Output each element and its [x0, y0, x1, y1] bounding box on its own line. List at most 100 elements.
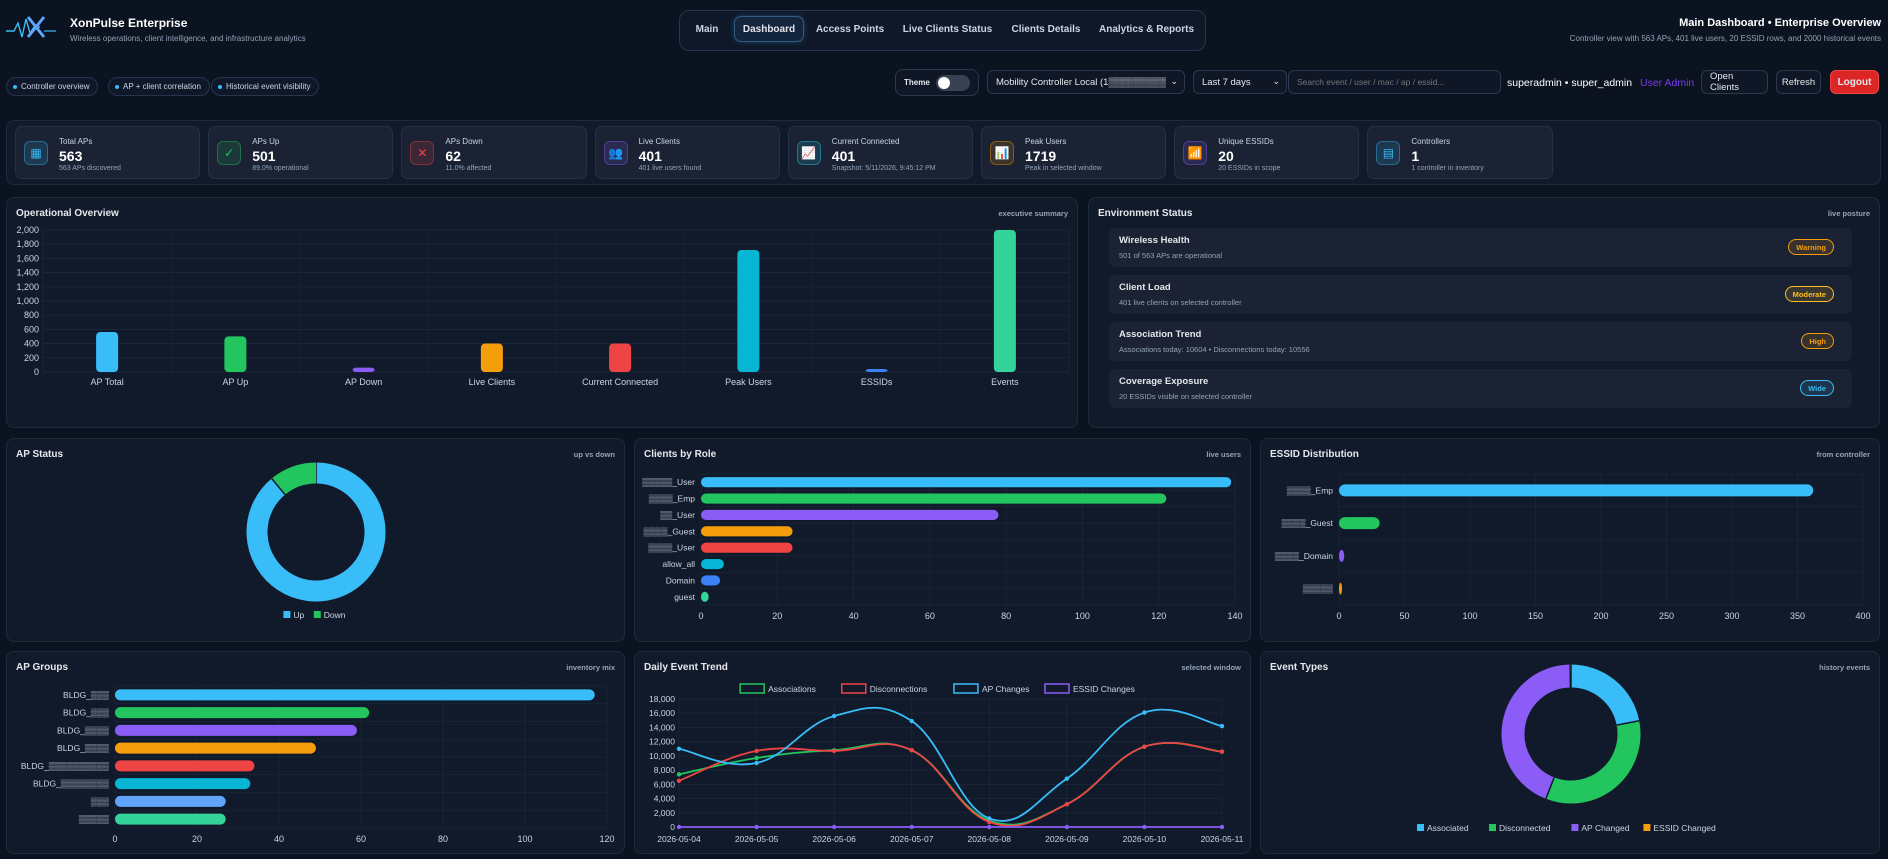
y-tick-label: BLDG_▒▒▒▒	[57, 725, 109, 735]
x-tick-label: Peak Users	[725, 377, 772, 387]
legend-swatch	[841, 683, 867, 694]
y-tick-label: ▒▒▒	[91, 796, 109, 806]
tab-main[interactable]: Main	[695, 23, 719, 35]
logout-button[interactable]: Logout	[1830, 70, 1879, 94]
environment-row-title: Association Trend	[1119, 329, 1202, 340]
bar	[701, 509, 999, 521]
x-tick-label: 2026-05-05	[735, 834, 779, 844]
refresh-button[interactable]: Refresh	[1776, 70, 1821, 94]
legend-label: Disconnected	[1499, 823, 1551, 833]
slice	[246, 462, 386, 602]
tab-analytics-reports[interactable]: Analytics & Reports	[1098, 23, 1195, 35]
panel-title: AP Status	[16, 449, 64, 460]
x-tick-label: 20	[192, 834, 202, 844]
panel-title: AP Groups	[16, 662, 69, 673]
x-tick-label: AP Up	[222, 377, 248, 387]
environment-row-title: Client Load	[1119, 282, 1171, 293]
kpi-card: 👥 Live Clients 401 401 live users found	[594, 126, 780, 179]
y-tick-label: 16,000	[649, 708, 675, 718]
x-tick-label: AP Total	[91, 377, 124, 387]
x-tick-label: 0	[1336, 611, 1341, 621]
bar	[115, 707, 370, 719]
x-tick-label: Live Clients	[469, 377, 516, 387]
slice-separator	[1616, 720, 1640, 726]
tab-access-points[interactable]: Access Points	[815, 23, 885, 35]
wifi-icon: 📶	[1183, 141, 1208, 165]
bar	[480, 343, 503, 372]
theme-toggle[interactable]	[936, 75, 970, 91]
y-tick-label: BLDG_▒▒▒▒	[57, 743, 109, 753]
data-point	[831, 713, 837, 719]
data-point	[1142, 824, 1147, 830]
environment-row-title: Wireless Health	[1119, 235, 1190, 246]
x-tick-label: 250	[1659, 611, 1674, 621]
bar	[224, 336, 247, 372]
x-tick-label: 80	[438, 834, 448, 844]
kpi-card: 📶 Unique ESSIDs 20 20 ESSIDs in scope	[1174, 126, 1360, 179]
kpi-value: 62	[445, 148, 461, 164]
ap-status-panel: AP Status up vs down Up Down	[6, 438, 625, 642]
check-icon: ✓	[217, 141, 242, 165]
kpi-label: Live Clients	[638, 137, 680, 146]
legend-swatch	[739, 683, 765, 694]
toggle-knob	[938, 77, 950, 89]
app-tagline: Wireless operations, client intelligence…	[70, 34, 306, 43]
open-clients-button[interactable]: Open Clients	[1701, 70, 1768, 94]
x-tick-label: 2026-05-09	[1045, 834, 1089, 844]
legend-swatch	[1044, 683, 1070, 694]
status-badge: Warning	[1788, 239, 1834, 255]
data-point	[831, 748, 837, 754]
legend-swatch	[953, 683, 979, 694]
tab-live-clients-status[interactable]: Live Clients Status	[902, 23, 993, 35]
x-tick-label: 40	[849, 611, 859, 621]
x-tick-label: AP Down	[345, 377, 382, 387]
user-role[interactable]: User Admin	[1640, 77, 1695, 89]
bar	[115, 689, 595, 701]
ap-status-donut-chart: Up Down	[246, 462, 386, 620]
y-tick-label: Domain	[666, 575, 696, 585]
y-tick-label: guest	[674, 592, 695, 602]
kpi-sub: 1 controller in inventory	[1411, 165, 1484, 172]
x-tick-label: 2026-05-04	[657, 834, 701, 844]
data-point	[909, 718, 914, 724]
slice	[1545, 720, 1641, 804]
bar	[609, 343, 632, 372]
data-point	[676, 824, 682, 830]
bar	[701, 558, 724, 570]
controller-select-value: Mobility Controller Local (1▒▒▒▒▒▒▒▒▒)	[996, 76, 1166, 88]
y-tick-label: BLDG_▒▒▒▒▒▒▒▒▒▒	[21, 761, 109, 771]
kpi-sub: 20 ESSIDs in scope	[1218, 165, 1281, 172]
x-tick-label: 120	[1151, 611, 1166, 621]
slice-separator	[271, 478, 286, 496]
series-line	[678, 741, 1223, 827]
event-types-donut-chart: Associated Disconnected AP Changed ESSID Ch…	[1417, 664, 1716, 833]
page-subtitle: Controller view with 563 APs, 401 live u…	[1569, 34, 1881, 43]
environment-row: Association Trend Associations today: 106…	[1109, 322, 1852, 361]
bar	[737, 249, 760, 372]
search-input[interactable]	[1288, 70, 1501, 94]
x-tick-label: 80	[1001, 611, 1011, 621]
page-title: Main Dashboard • Enterprise Overview	[1679, 17, 1881, 29]
kpi-sub: 563 APs discovered	[59, 165, 121, 172]
kpi-sub: 89.0% operational	[252, 165, 309, 172]
range-select[interactable]: Last 7 days ⌄	[1193, 70, 1287, 94]
panel-tag: executive summary	[998, 209, 1068, 218]
theme-label: Theme	[904, 78, 930, 87]
legend-label: ESSID Changed	[1653, 823, 1716, 833]
kpi-card: ▤ Controllers 1 1 controller in inventory	[1367, 126, 1553, 179]
x-tick-label: Current Connected	[582, 377, 658, 387]
user-identity: superadmin • super_admin	[1507, 77, 1633, 89]
data-point	[987, 816, 992, 821]
bar	[701, 575, 721, 586]
y-tick-label: BLDG_▒▒▒	[63, 690, 109, 700]
bar	[1339, 549, 1345, 562]
controller-select[interactable]: Mobility Controller Local (1▒▒▒▒▒▒▒▒▒) ⌄	[987, 70, 1185, 94]
panel-tag: selected window	[1181, 663, 1241, 672]
tab-dashboard[interactable]: Dashboard	[734, 16, 804, 42]
chart-icon: 📊	[990, 141, 1014, 165]
tab-clients-details[interactable]: Clients Details	[1011, 23, 1081, 35]
data-point	[1064, 776, 1070, 781]
y-tick-label: ▒▒_User	[660, 510, 695, 520]
y-tick-label: 8,000	[654, 765, 676, 775]
environment-row: Wireless Health 501 of 563 APs are operat…	[1109, 228, 1852, 267]
